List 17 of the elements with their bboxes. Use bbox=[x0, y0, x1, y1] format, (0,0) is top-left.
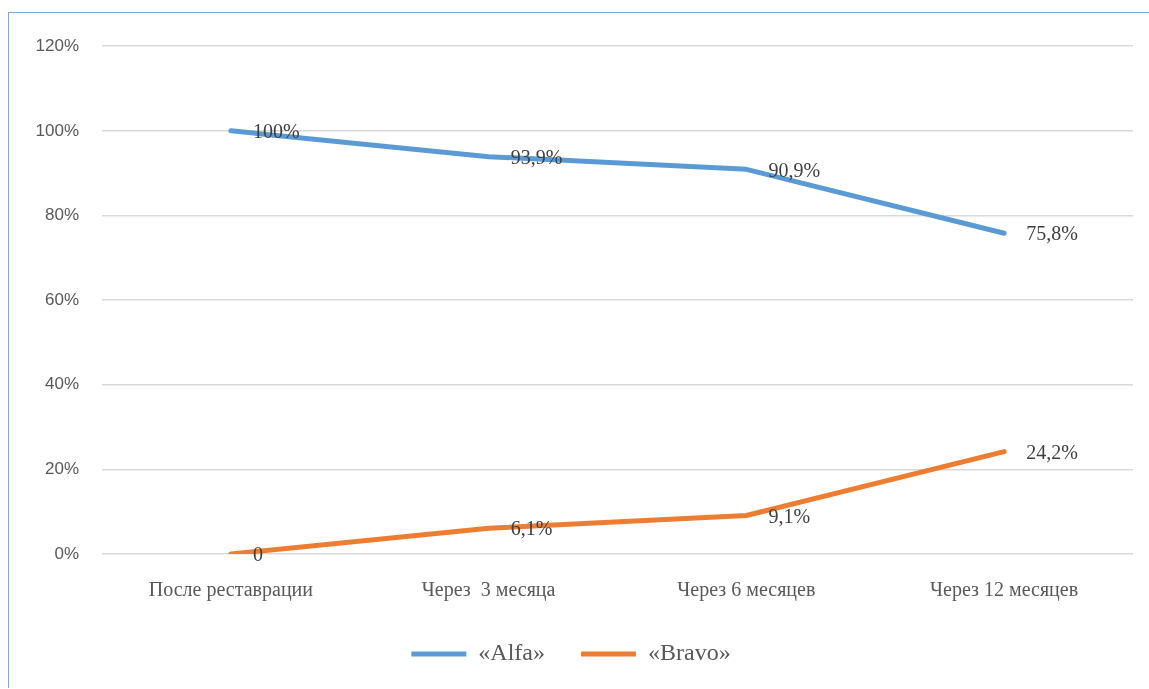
y-tick-label: 80% bbox=[44, 205, 79, 225]
legend-label: «Alfa» bbox=[478, 639, 546, 666]
y-tick-label: 60% bbox=[44, 289, 79, 309]
y-tick-label: 120% bbox=[35, 35, 79, 55]
x-tick-label: Через 6 месяцев bbox=[677, 578, 816, 602]
legend-label: «Bravo» bbox=[648, 639, 731, 666]
y-tick-label: 20% bbox=[44, 459, 79, 479]
y-tick-label: 40% bbox=[44, 374, 79, 394]
y-tick-label: 0% bbox=[54, 543, 79, 563]
data-label: 9,1% bbox=[768, 504, 811, 527]
data-label: 90,9% bbox=[768, 158, 821, 181]
x-tick-label: После реставрации bbox=[148, 578, 314, 602]
data-label: 24,2% bbox=[1026, 440, 1078, 463]
x-tick-label: Через 3 месяца bbox=[421, 578, 556, 602]
x-tick-label: Через 12 месяцев bbox=[930, 578, 1079, 602]
y-tick-label: 100% bbox=[35, 120, 79, 140]
data-label: 75,8% bbox=[1026, 222, 1078, 245]
